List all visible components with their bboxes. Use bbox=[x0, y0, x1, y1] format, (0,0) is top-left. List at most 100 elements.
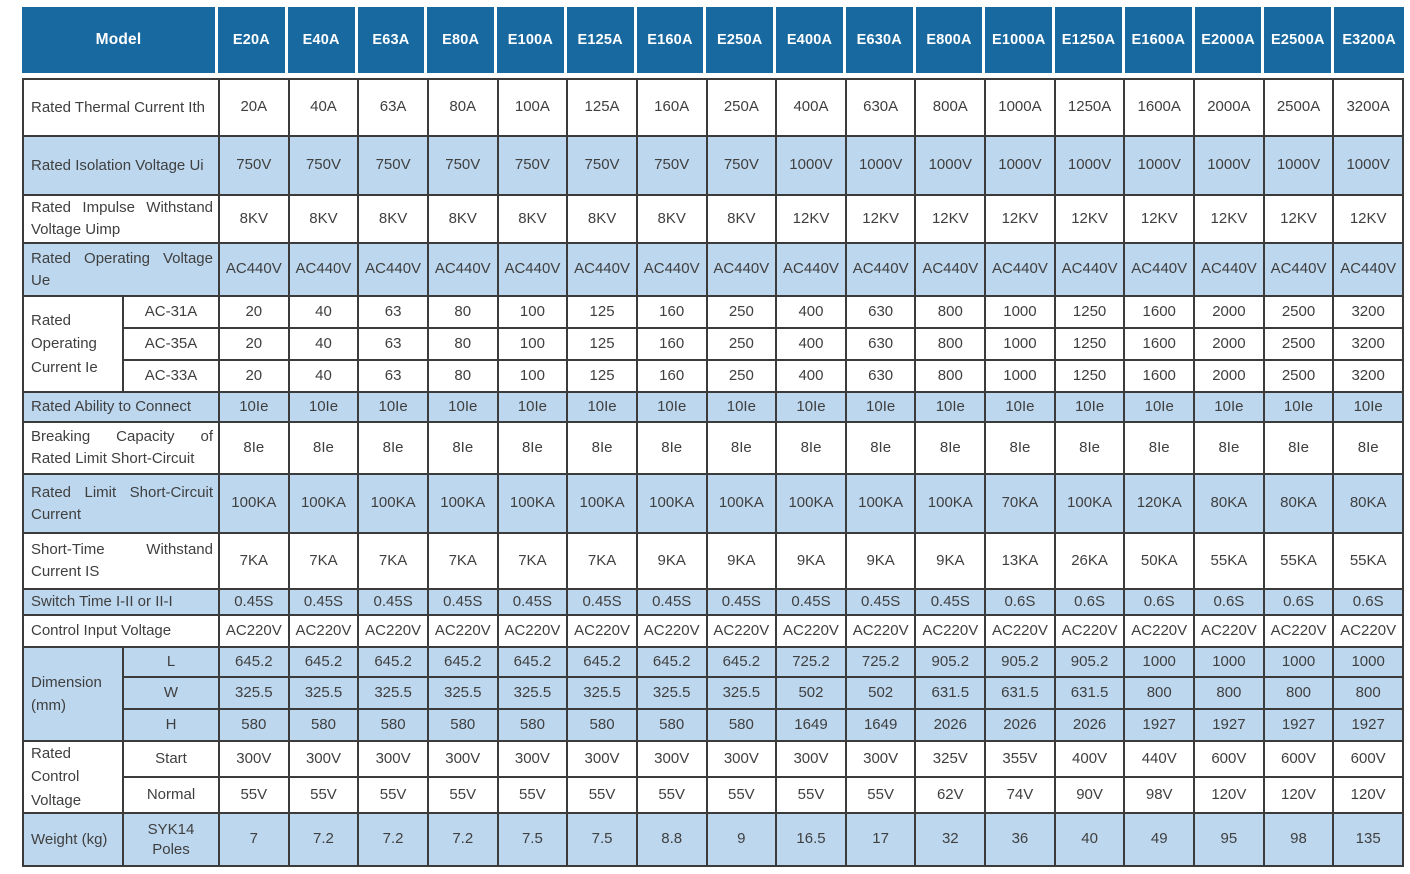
spec-value: AC220V bbox=[916, 616, 987, 648]
spec-value: AC220V bbox=[1125, 616, 1196, 648]
spec-value: 80 bbox=[428, 297, 499, 329]
spec-value: 1600A bbox=[1125, 80, 1196, 137]
spec-value: 800 bbox=[1195, 678, 1265, 710]
spec-value: AC440V bbox=[359, 244, 429, 297]
spec-value: 645.2 bbox=[498, 648, 569, 678]
spec-value: 125 bbox=[568, 297, 638, 329]
spec-value: 325.5 bbox=[220, 678, 290, 710]
spec-value: 1000 bbox=[986, 361, 1056, 393]
spec-value: 440V bbox=[1125, 742, 1196, 778]
spec-value: 1927 bbox=[1334, 710, 1404, 742]
spec-value: 9KA bbox=[637, 534, 708, 590]
spec-value: 55V bbox=[289, 778, 360, 814]
spec-label-text: Dimension (mm) bbox=[31, 673, 102, 714]
spec-value: 2026 bbox=[1055, 710, 1126, 742]
spec-value: 100KA bbox=[568, 475, 638, 534]
spec-sublabel: H bbox=[124, 710, 220, 742]
spec-value: 55V bbox=[637, 778, 708, 814]
spec-value: 600V bbox=[1264, 742, 1335, 778]
spec-value: AC440V bbox=[1125, 244, 1196, 297]
spec-value: 12KV bbox=[1125, 196, 1196, 244]
spec-value: 750V bbox=[568, 137, 638, 196]
spec-label-text: Switch Time I-II or II-I bbox=[31, 593, 173, 611]
spec-value: 325.5 bbox=[428, 678, 499, 710]
spec-value: AC440V bbox=[986, 244, 1056, 297]
spec-value: 10Ie bbox=[568, 393, 638, 423]
spec-value: 250 bbox=[707, 329, 778, 361]
spec-sublabel: Normal bbox=[124, 778, 220, 814]
spec-value: 1927 bbox=[1195, 710, 1265, 742]
spec-value: 0.45S bbox=[777, 590, 847, 616]
spec-value: 10Ie bbox=[428, 393, 499, 423]
spec-value: 100KA bbox=[916, 475, 987, 534]
spec-value: 300V bbox=[637, 742, 708, 778]
spec-value: 100A bbox=[498, 80, 569, 137]
spec-value: 55KA bbox=[1264, 534, 1335, 590]
spec-value: 250A bbox=[707, 80, 778, 137]
spec-value: 0.45S bbox=[220, 590, 290, 616]
spec-value: 7.2 bbox=[359, 814, 429, 867]
spec-value: AC220V bbox=[359, 616, 429, 648]
spec-value: 1000V bbox=[916, 137, 987, 196]
spec-value: 10Ie bbox=[498, 393, 569, 423]
spec-value: 725.2 bbox=[777, 648, 847, 678]
spec-value: 8Ie bbox=[1334, 423, 1404, 475]
spec-value: 55V bbox=[568, 778, 638, 814]
spec-value: 645.2 bbox=[428, 648, 499, 678]
spec-value: 400 bbox=[777, 361, 847, 393]
spec-value: 580 bbox=[568, 710, 638, 742]
spec-value: 400 bbox=[777, 297, 847, 329]
spec-value: AC440V bbox=[1195, 244, 1265, 297]
spec-value: 0.45S bbox=[707, 590, 778, 616]
spec-value: 1000V bbox=[986, 137, 1056, 196]
spec-value: 120V bbox=[1195, 778, 1265, 814]
spec-value: 800 bbox=[916, 361, 987, 393]
spec-value: 800 bbox=[916, 329, 987, 361]
spec-label: Rated Operating Voltage Ue bbox=[24, 244, 220, 297]
spec-sublabel: W bbox=[124, 678, 220, 710]
spec-value: 0.6S bbox=[1195, 590, 1265, 616]
spec-value: AC440V bbox=[916, 244, 987, 297]
spec-value: 1927 bbox=[1125, 710, 1196, 742]
spec-value: 100KA bbox=[428, 475, 499, 534]
spec-label: Switch Time I-II or II-I bbox=[24, 590, 220, 616]
spec-value: 10Ie bbox=[1195, 393, 1265, 423]
spec-value: 580 bbox=[428, 710, 499, 742]
spec-value: 2500 bbox=[1264, 297, 1335, 329]
spec-value: 3200 bbox=[1334, 361, 1404, 393]
column-header: E100A bbox=[497, 7, 567, 73]
spec-value: 20 bbox=[220, 361, 290, 393]
spec-value: 40 bbox=[289, 361, 360, 393]
spec-value: 1000V bbox=[1195, 137, 1265, 196]
spec-value: AC440V bbox=[568, 244, 638, 297]
spec-value: 9 bbox=[707, 814, 778, 867]
spec-value: 0.45S bbox=[637, 590, 708, 616]
spec-value: 905.2 bbox=[986, 648, 1056, 678]
spec-value: 1600 bbox=[1125, 297, 1196, 329]
spec-value: AC220V bbox=[986, 616, 1056, 648]
spec-value: 55KA bbox=[1334, 534, 1404, 590]
spec-value: 120V bbox=[1334, 778, 1404, 814]
spec-label: Rated Limit Short-Circuit Current bbox=[24, 475, 220, 534]
spec-value: 3200A bbox=[1334, 80, 1404, 137]
model-header: Model bbox=[22, 7, 218, 73]
spec-value: 8Ie bbox=[428, 423, 499, 475]
spec-value: 631.5 bbox=[986, 678, 1056, 710]
spec-value: AC220V bbox=[428, 616, 499, 648]
spec-sublabel: L bbox=[124, 648, 220, 678]
spec-value: 1250A bbox=[1055, 80, 1126, 137]
spec-value: 325.5 bbox=[568, 678, 638, 710]
spec-value: 80 bbox=[428, 361, 499, 393]
column-header: E80A bbox=[427, 7, 498, 73]
spec-value: AC220V bbox=[1195, 616, 1265, 648]
spec-value: 355V bbox=[986, 742, 1056, 778]
spec-value: 8Ie bbox=[1125, 423, 1196, 475]
spec-value: 160 bbox=[637, 361, 708, 393]
spec-value: 125 bbox=[568, 361, 638, 393]
spec-value: AC220V bbox=[220, 616, 290, 648]
spec-value: 16.5 bbox=[777, 814, 847, 867]
spec-value: 325.5 bbox=[707, 678, 778, 710]
spec-value: 8Ie bbox=[916, 423, 987, 475]
spec-value: AC440V bbox=[846, 244, 917, 297]
spec-value: 80A bbox=[428, 80, 499, 137]
